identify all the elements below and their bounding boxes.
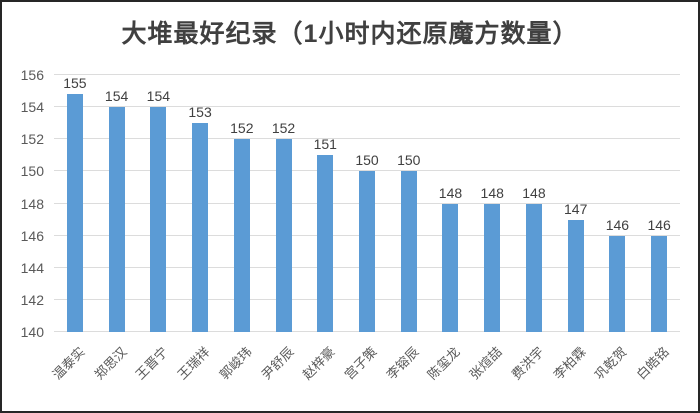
y-axis-tick-label: 140 <box>20 324 44 340</box>
y-axis-tick-label: 148 <box>20 195 44 212</box>
bar-value-label: 147 <box>564 200 588 217</box>
bar <box>233 139 250 332</box>
y-axis-tick-label: 146 <box>20 227 44 244</box>
x-axis-label: 温泰实 <box>49 344 88 383</box>
bar-series: 155 154 154 153 152 152 151 150 150 148 148 148 147 1… <box>54 75 680 332</box>
chart-title: 大堆最好纪录（1小时内还原魔方数量） <box>121 20 579 48</box>
bar-value-label: 152 <box>271 120 296 137</box>
bar <box>651 235 668 332</box>
bar-value-label: 148 <box>438 184 463 201</box>
x-axis-cell: 李柏霖 <box>550 336 597 411</box>
bar-column: 146 <box>597 75 639 332</box>
x-axis-label: 巩乾贺 <box>591 344 631 383</box>
bar-column: 152 <box>263 75 305 332</box>
x-axis-label: 陈玺龙 <box>425 344 464 383</box>
bar <box>567 219 584 332</box>
x-axis-cell: 宫子策 <box>342 336 388 411</box>
x-axis-cell: 郑思汉 <box>91 336 138 411</box>
bar <box>359 171 375 332</box>
bar <box>192 123 209 332</box>
x-axis-cell: 王晋宁 <box>133 336 179 411</box>
y-axis-tick-label: 152 <box>20 131 44 148</box>
gridline <box>54 74 680 75</box>
bar-value-label: 148 <box>480 184 504 201</box>
bar <box>108 107 125 332</box>
x-axis-cell: 白皓铭 <box>634 336 680 411</box>
bar-value-label: 154 <box>146 88 171 105</box>
bar-column: 154 <box>96 75 138 332</box>
x-axis-label: 王晋宁 <box>132 344 172 383</box>
x-axis-label: 郑思汉 <box>91 344 130 383</box>
bar-value-label: 155 <box>63 75 87 91</box>
x-axis-label: 白皓铭 <box>633 344 672 383</box>
x-axis-cell: 王瑞祥 <box>175 336 221 411</box>
bar-value-label: 154 <box>104 88 129 105</box>
bar-value-label: 146 <box>647 216 671 233</box>
x-axis-cell: 陈玺龙 <box>425 336 472 411</box>
bar <box>66 94 83 332</box>
x-axis-label: 赵梓豪 <box>299 344 339 383</box>
bar <box>484 203 501 332</box>
bar <box>609 235 626 332</box>
bar-column: 148 <box>430 75 472 332</box>
bar-column: 155 <box>54 75 96 332</box>
bar <box>150 107 167 332</box>
y-axis-tick-label: 142 <box>20 291 44 308</box>
x-axis: 温泰实 郑思汉 王晋宁 王瑞祥 郭峻玮 尹舒辰 赵梓豪 宫子策 李镕辰 陈玺龙 张煊喆 费洪宇 李柏霖巩… <box>49 336 680 411</box>
bar-value-label: 146 <box>605 216 630 233</box>
x-axis-cell: 赵梓豪 <box>300 336 346 411</box>
bar-column: 150 <box>346 75 388 332</box>
x-axis-cell: 费洪宇 <box>508 336 555 411</box>
bar-column: 153 <box>179 75 221 332</box>
gridline <box>54 106 680 108</box>
x-axis-cell: 尹舒辰 <box>258 336 305 411</box>
bar-value-label: 152 <box>230 120 254 137</box>
bar-column: 148 <box>471 75 513 332</box>
x-axis-label: 张煊喆 <box>466 344 505 383</box>
bar-column: 150 <box>388 75 430 332</box>
x-axis-label: 王瑞祥 <box>174 344 213 383</box>
bar <box>525 203 542 332</box>
bar-column: 146 <box>638 75 680 332</box>
bar-value-label: 150 <box>355 152 379 169</box>
bar-column: 148 <box>513 75 555 332</box>
x-axis-cell: 张煊喆 <box>467 336 513 411</box>
gridline <box>54 170 680 172</box>
bar-column: 152 <box>221 75 263 332</box>
bar-column: 147 <box>555 75 597 332</box>
bar-column: 151 <box>304 75 346 332</box>
plot-area: 155 154 154 153 152 152 151 150 150 148 148 148 147 1… <box>54 74 680 332</box>
bar-value-label: 151 <box>313 136 337 153</box>
bar <box>275 139 292 332</box>
x-axis-label: 费洪宇 <box>508 344 547 383</box>
x-axis-label: 郭峻玮 <box>216 344 255 383</box>
bar-value-label: 148 <box>522 184 546 201</box>
y-axis-tick-label: 156 <box>20 67 44 83</box>
x-axis-label: 李柏霖 <box>550 344 589 383</box>
y-axis-tick-label: 154 <box>20 99 44 116</box>
bar-value-label: 153 <box>188 104 212 121</box>
x-axis-cell: 郭峻玮 <box>216 336 263 411</box>
bar-value-label: 150 <box>397 152 421 169</box>
x-axis-cell: 李镕辰 <box>383 336 430 411</box>
gridline <box>54 138 680 140</box>
bar <box>442 203 459 332</box>
bar <box>317 155 334 332</box>
y-axis-tick-label: 150 <box>20 163 44 180</box>
x-axis-label: 李镕辰 <box>383 344 422 383</box>
x-axis-label: 尹舒辰 <box>258 344 297 383</box>
bar <box>400 171 417 332</box>
y-axis-tick-label: 144 <box>20 259 44 276</box>
x-axis-label: 宫子策 <box>341 344 380 383</box>
y-axis: 140 142 144 146 148 150 152 154 156 <box>2 67 46 340</box>
x-axis-cell: 温泰实 <box>49 336 96 411</box>
x-axis-cell: 巩乾贺 <box>592 336 639 411</box>
bar-column: 154 <box>137 75 179 332</box>
